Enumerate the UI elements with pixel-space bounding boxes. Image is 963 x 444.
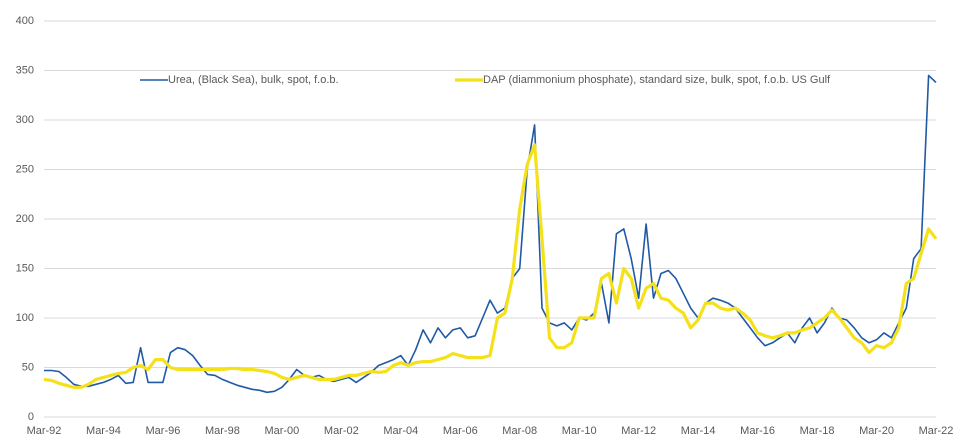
- legend-label: DAP (diammonium phosphate), standard siz…: [483, 74, 831, 86]
- y-tick-label: 200: [16, 213, 34, 225]
- x-tick-label: Mar-18: [800, 425, 835, 437]
- x-tick-label: Mar-12: [621, 425, 656, 437]
- y-tick-label: 400: [16, 15, 34, 27]
- x-tick-label: Mar-08: [502, 425, 537, 437]
- x-tick-label: Mar-00: [264, 425, 299, 437]
- x-tick-label: Mar-06: [443, 425, 478, 437]
- x-tick-label: Mar-10: [562, 425, 597, 437]
- legend-label: Urea, (Black Sea), bulk, spot, f.o.b.: [168, 74, 339, 86]
- x-tick-label: Mar-22: [919, 425, 954, 437]
- x-tick-label: Mar-92: [27, 425, 62, 437]
- y-tick-label: 350: [16, 64, 34, 76]
- y-tick-label: 150: [16, 262, 34, 274]
- x-tick-label: Mar-16: [740, 425, 775, 437]
- x-tick-label: Mar-04: [383, 425, 418, 437]
- x-tick-label: Mar-98: [205, 425, 240, 437]
- x-tick-label: Mar-14: [681, 425, 716, 437]
- series-line: [43, 143, 938, 389]
- x-tick-label: Mar-02: [324, 425, 359, 437]
- x-tick-label: Mar-20: [859, 425, 894, 437]
- y-tick-label: 50: [22, 361, 34, 373]
- y-tick-label: 250: [16, 163, 34, 175]
- y-tick-label: 100: [16, 312, 34, 324]
- y-tick-label: 300: [16, 114, 34, 126]
- y-tick-label: 0: [28, 411, 34, 423]
- series-line: [44, 74, 937, 394]
- x-tick-label: Mar-96: [146, 425, 181, 437]
- x-tick-label: Mar-94: [86, 425, 121, 437]
